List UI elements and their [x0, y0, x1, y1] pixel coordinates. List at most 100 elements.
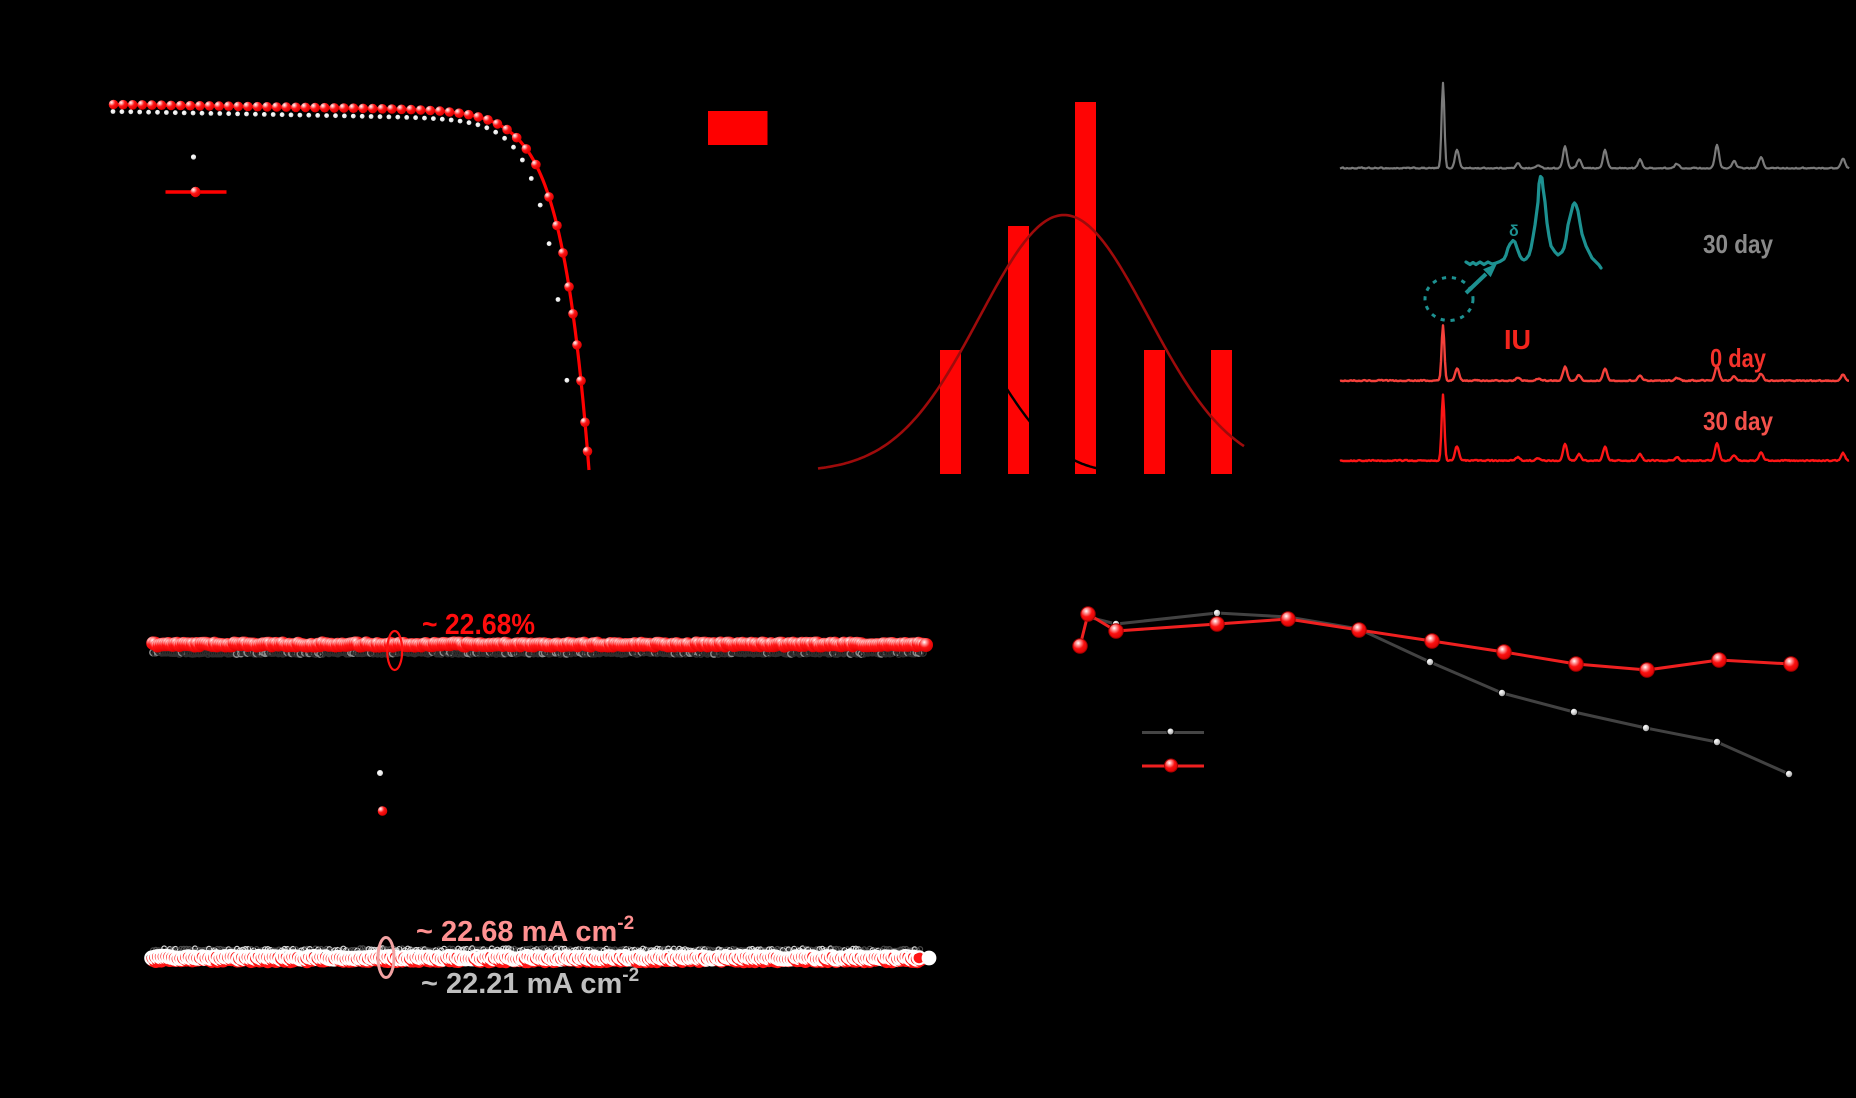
stability-point-control [1641, 723, 1651, 733]
jv-control-point [528, 176, 534, 181]
mpp-j-highlight-ellipse [376, 936, 396, 979]
jv-target-point [252, 101, 263, 112]
jv-target-point [511, 132, 522, 143]
jv-control-point [288, 112, 294, 118]
jv-target-point [377, 104, 388, 114]
mpp-j-control-ring [782, 945, 789, 952]
stability-point-target [1351, 622, 1367, 638]
xrd-inset-curve [1464, 174, 1603, 270]
jv-control-point [253, 111, 258, 117]
jv-target-point [552, 220, 562, 231]
stability-point-control [1425, 657, 1435, 667]
jv-target-point [262, 102, 272, 112]
jv-target-point [271, 102, 282, 112]
jv-target-point [166, 100, 176, 111]
jv-control-point [377, 114, 383, 120]
jv-control-point [333, 113, 338, 119]
jv-target-point [582, 446, 593, 457]
jv-target-point [108, 99, 119, 110]
histogram-fit-target-fit [817, 213, 1245, 470]
xrd-label-iu: IU [1504, 324, 1531, 355]
jv-control-point [199, 110, 205, 116]
panel-jv-curves [108, 99, 593, 471]
mpp-pce-value-label: ~ 22.68% [422, 609, 535, 641]
jv-control-point [546, 241, 552, 247]
xrd-label-control-30day: 30 day [1703, 229, 1773, 259]
jv-control-point [475, 122, 481, 128]
jv-control-point [226, 111, 232, 117]
jv-control-point [359, 113, 365, 119]
jv-control-point [431, 116, 436, 121]
mpp-pce-band [146, 636, 933, 658]
xrd-label-target-0day: 0 day [1710, 343, 1766, 373]
jv-target-point [118, 99, 128, 110]
jv-target-point [531, 159, 541, 170]
jv-control-point [172, 110, 178, 116]
jv-control-point [324, 113, 329, 118]
histogram-bars [940, 102, 1232, 474]
jv-control-point [350, 113, 356, 119]
jv-target-point [406, 104, 416, 115]
jv-target-point [435, 106, 445, 116]
jv-target-point [576, 376, 586, 386]
mpp-legend-target-marker [377, 806, 388, 816]
jv-target-point [425, 105, 436, 116]
panel-mpp-tracking: ~ 22.68% ~ 22.68 mA cm-2 ~ 22.21 mA cm-2 [144, 609, 937, 1000]
jv-target-point [137, 100, 148, 110]
jv-target-point [572, 340, 582, 350]
jv-control-point [235, 111, 241, 117]
jv-control-point [128, 109, 134, 115]
jv-target-point [300, 102, 311, 113]
jv-control-point [217, 111, 223, 116]
jv-control-point [297, 112, 303, 118]
histogram-fit-control-fit [899, 317, 1141, 475]
jv-control-point [244, 111, 249, 117]
jv-target-point [502, 124, 512, 135]
mpp-control-current-label-sup: -2 [622, 965, 639, 986]
jv-target-point [233, 101, 244, 112]
mpp-target-current-label-sup: -2 [617, 913, 634, 934]
panel-pce-histogram [708, 102, 1245, 475]
stability-point-control [1212, 608, 1222, 618]
jv-control-point [457, 118, 463, 124]
jv-target-point [319, 102, 330, 113]
jv-legend-target-marker [190, 186, 201, 198]
stability-point-target [1639, 662, 1655, 678]
jv-control-point [484, 125, 490, 131]
jv-control-point [181, 110, 187, 116]
histogram-legend-swatch [708, 111, 768, 145]
jv-target-point [281, 102, 292, 112]
jv-legend-control-marker [190, 154, 197, 160]
jv-control-point [368, 114, 374, 119]
jv-target-point [358, 103, 368, 114]
jv-target-point [147, 100, 157, 110]
xrd-label-target-30day: 30 day [1703, 406, 1773, 436]
stability-point-target [1783, 656, 1799, 672]
jv-target-point [195, 101, 205, 111]
jv-target-point [521, 144, 532, 154]
jv-control-point [466, 120, 472, 126]
jv-target-point [339, 103, 349, 113]
jv-target-point [185, 100, 196, 111]
jv-control-point [306, 112, 312, 118]
jv-target-point [291, 102, 301, 113]
panel-stability [1072, 606, 1799, 779]
stability-point-target [1711, 652, 1727, 668]
jv-target-point [463, 109, 474, 120]
mpp-current-band [144, 945, 937, 969]
jv-target-point [492, 119, 503, 129]
jv-target-point [415, 105, 426, 115]
jv-target-point [580, 417, 590, 428]
xrd-traces [1339, 81, 1850, 463]
mpp-pce-end-point [919, 638, 933, 652]
stability-point-control [1497, 688, 1507, 698]
jv-control-point [190, 110, 196, 116]
xrd-trace-target-0-day [1339, 324, 1850, 383]
stability-point-target [1424, 633, 1440, 649]
jv-control-point [279, 112, 285, 118]
jv-target-series [108, 99, 593, 471]
jv-target-point [214, 101, 224, 111]
stability-series [1072, 606, 1799, 779]
jv-target-point [564, 282, 574, 292]
